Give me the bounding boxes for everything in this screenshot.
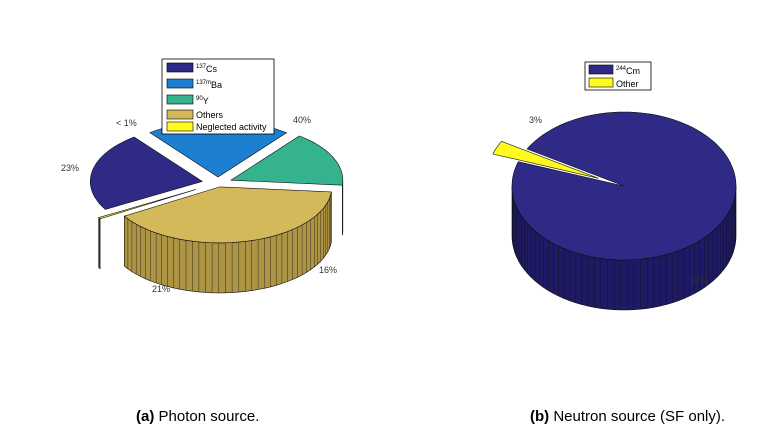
legend-swatch (166, 78, 194, 89)
photon-source-pie (90, 120, 344, 294)
slice-label-others: 40% (293, 115, 311, 125)
slice-label-ba137m: 21% (152, 284, 170, 294)
slice-label-y90: 16% (319, 265, 337, 275)
caption-photon-text: Photon source. (154, 408, 260, 425)
legend-swatch (588, 64, 614, 75)
legend-label: Others (196, 110, 224, 120)
legend-swatch (166, 109, 194, 120)
legend-label: 137Cs (196, 64, 218, 74)
caption-neutron: (b) Neutron source (SF only). (530, 408, 725, 425)
legend-swatch (166, 62, 194, 73)
neutron-legend: 244Cm Other (584, 61, 652, 91)
legend-label: Neglected activity (196, 122, 267, 132)
caption-photon: (a) Photon source. (136, 408, 259, 425)
legend-label: 244Cm (616, 66, 640, 76)
pie-slice-top (230, 135, 344, 186)
legend-swatch (588, 77, 614, 88)
slice-label-cs137: 23% (61, 163, 79, 173)
pie-slice-top (492, 141, 599, 179)
pie-slice-top (98, 189, 196, 220)
legend-label: 137mBa (196, 80, 222, 90)
pie-slice-top (90, 136, 203, 210)
legend-label: 90Y (196, 96, 209, 106)
slice-label-cm244: 97% (690, 276, 708, 286)
legend-swatch (166, 121, 194, 132)
pie-slice-top (511, 111, 737, 261)
neutron-source-pie (492, 111, 737, 311)
legend-swatch (166, 94, 194, 105)
caption-photon-label: (a) (136, 408, 155, 425)
photon-legend: 137Cs 137mBa 90Y Others Neglected activi… (161, 58, 275, 135)
caption-neutron-label: (b) (530, 408, 550, 425)
slice-label-other: 3% (529, 115, 542, 125)
pie-slice-top (124, 186, 332, 244)
caption-neutron-text: Neutron source (SF only). (549, 408, 726, 425)
legend-label: Other (616, 79, 639, 89)
slice-label-neglected: < 1% (116, 118, 137, 128)
